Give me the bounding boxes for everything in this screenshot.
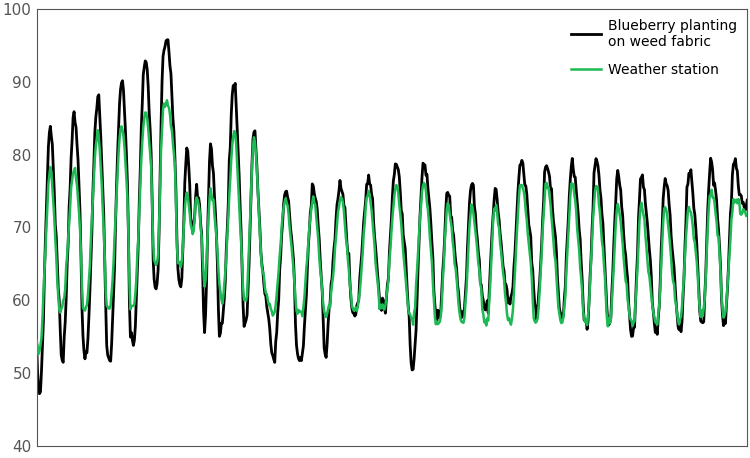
- Weather station: [502, 300, 511, 305]
- Line: Blueberry planting
on weed fabric: Blueberry planting on weed fabric: [37, 40, 747, 394]
- Weather station: [32, 338, 41, 344]
- Blueberry planting
on weed fabric: [32, 335, 41, 341]
- Weather station: [119, 133, 128, 139]
- Blueberry planting
on weed fabric: [35, 391, 44, 397]
- Blueberry planting
on weed fabric: [502, 282, 511, 287]
- Blueberry planting
on weed fabric: [164, 37, 172, 43]
- Legend: Blueberry planting
on weed fabric, Weather station: Blueberry planting on weed fabric, Weath…: [566, 13, 743, 82]
- Weather station: [192, 195, 201, 200]
- Blueberry planting
on weed fabric: [230, 85, 238, 91]
- Line: Weather station: Weather station: [37, 100, 747, 354]
- Blueberry planting
on weed fabric: [481, 307, 490, 313]
- Weather station: [481, 318, 490, 323]
- Blueberry planting
on weed fabric: [742, 197, 750, 203]
- Weather station: [230, 128, 238, 134]
- Weather station: [742, 212, 750, 218]
- Weather station: [46, 164, 55, 169]
- Blueberry planting
on weed fabric: [119, 88, 128, 93]
- Weather station: [34, 351, 43, 357]
- Blueberry planting
on weed fabric: [192, 181, 201, 187]
- Blueberry planting
on weed fabric: [46, 124, 55, 129]
- Weather station: [163, 98, 172, 103]
